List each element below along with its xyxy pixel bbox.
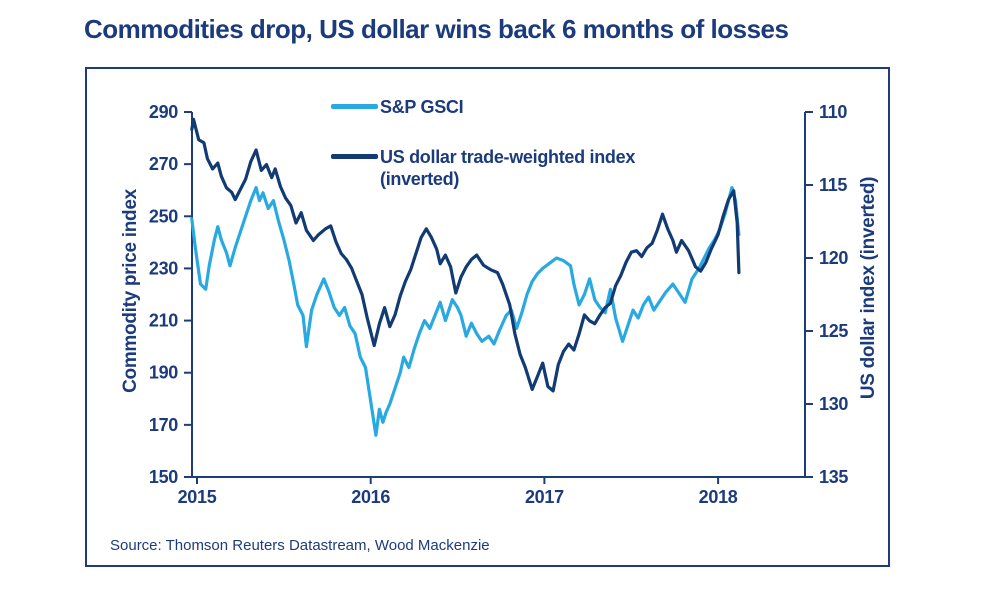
left-axis-tick-label: 290 bbox=[149, 102, 178, 122]
left-axis-tick-label: 270 bbox=[149, 154, 178, 174]
left-axis-title: Commodity price index bbox=[120, 189, 141, 393]
legend-item-gsci: S&P GSCI bbox=[331, 96, 464, 118]
gsci-series-line bbox=[190, 186, 741, 437]
left-axis-tick-label: 150 bbox=[149, 467, 178, 487]
chart-card bbox=[85, 67, 890, 567]
usd-series-line bbox=[190, 117, 741, 393]
right-axis-tick-label: 135 bbox=[819, 467, 848, 487]
source-attribution: Source: Thomson Reuters Datastream, Wood… bbox=[110, 537, 490, 554]
legend-label-usd-line2: (inverted) bbox=[380, 169, 460, 189]
x-axis-tick-label: 2017 bbox=[525, 487, 564, 507]
right-axis-tick-label: 110 bbox=[819, 102, 847, 122]
chart-title: Commodities drop, US dollar wins back 6 … bbox=[84, 14, 789, 44]
usd-line-swatch-icon bbox=[331, 154, 378, 159]
right-axis-tick-label: 125 bbox=[819, 321, 848, 341]
right-axis-tick-label: 120 bbox=[819, 248, 848, 268]
legend-label-usd-line1: US dollar trade-weighted index bbox=[380, 147, 636, 167]
left-axis-tick-label: 230 bbox=[149, 258, 178, 278]
right-axis-tick-label: 115 bbox=[819, 175, 847, 195]
left-axis-tick-label: 250 bbox=[149, 206, 178, 226]
legend-label-gsci: S&P GSCI bbox=[380, 97, 464, 117]
right-axis-title: US dollar index (inverted) bbox=[858, 176, 879, 400]
x-axis-tick-label: 2015 bbox=[178, 487, 217, 507]
x-axis-tick-label: 2018 bbox=[699, 487, 738, 507]
left-axis-tick-label: 190 bbox=[149, 363, 178, 383]
x-axis-tick-label: 2016 bbox=[351, 487, 390, 507]
right-axis-tick-label: 130 bbox=[819, 394, 848, 414]
gsci-line-swatch-icon bbox=[331, 104, 378, 109]
legend-label-usd: US dollar trade-weighted index (inverted… bbox=[380, 146, 635, 190]
left-axis-tick-label: 210 bbox=[149, 311, 178, 331]
left-axis-tick-label: 170 bbox=[149, 415, 178, 435]
legend-item-usd: US dollar trade-weighted index (inverted… bbox=[331, 146, 635, 190]
